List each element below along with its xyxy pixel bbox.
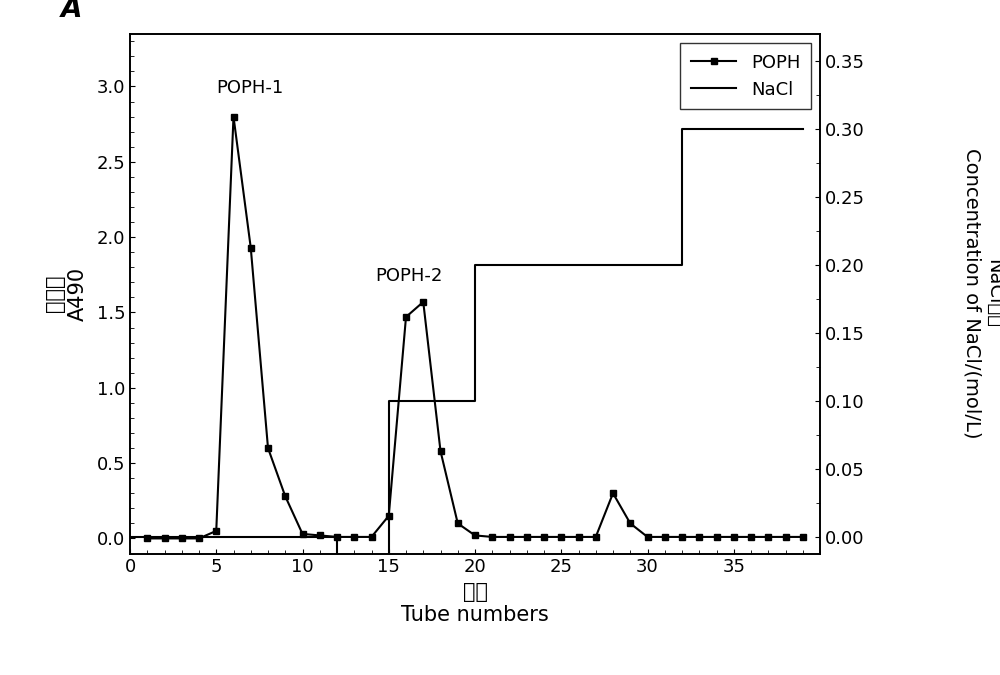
Y-axis label: 吸光值
A490: 吸光值 A490 — [45, 267, 88, 321]
POPH — [624, 519, 636, 527]
POPH — [348, 533, 360, 541]
POPH — [296, 530, 308, 538]
POPH — [141, 535, 153, 543]
POPH — [572, 533, 584, 541]
POPH — [659, 533, 671, 541]
Y-axis label: NaCl浓度
Concentration of NaCl/(mol/L): NaCl浓度 Concentration of NaCl/(mol/L) — [962, 148, 1000, 439]
POPH — [676, 533, 688, 541]
POPH — [262, 444, 274, 452]
Text: POPH-1: POPH-1 — [216, 79, 284, 97]
POPH — [607, 489, 619, 497]
NaCl — [383, 397, 395, 405]
POPH — [797, 533, 809, 541]
POPH — [314, 531, 326, 539]
POPH — [521, 533, 533, 541]
NaCl — [676, 261, 688, 269]
POPH — [434, 447, 446, 455]
POPH — [780, 533, 792, 541]
POPH — [366, 533, 378, 541]
POPH — [642, 533, 654, 541]
POPH — [228, 113, 240, 121]
Legend: POPH, NaCl: POPH, NaCl — [680, 43, 811, 109]
POPH — [555, 533, 567, 541]
NaCl — [469, 397, 481, 405]
POPH — [590, 533, 602, 541]
POPH — [452, 519, 464, 527]
POPH — [417, 298, 429, 306]
Line: NaCl: NaCl — [130, 129, 803, 605]
POPH — [400, 313, 412, 321]
POPH — [245, 244, 257, 252]
NaCl — [383, 601, 395, 610]
POPH — [193, 535, 205, 543]
POPH — [504, 533, 516, 541]
POPH — [383, 512, 395, 520]
NaCl — [504, 261, 516, 269]
POPH — [693, 533, 705, 541]
POPH — [486, 533, 498, 541]
NaCl — [469, 261, 481, 269]
POPH — [158, 535, 170, 543]
POPH — [538, 533, 550, 541]
POPH — [279, 492, 291, 500]
X-axis label: 管数
Tube numbers: 管数 Tube numbers — [401, 582, 549, 625]
POPH — [469, 531, 481, 539]
NaCl — [331, 533, 343, 541]
POPH — [728, 533, 740, 541]
NaCl — [504, 261, 516, 269]
NaCl — [124, 533, 136, 541]
POPH — [710, 533, 722, 541]
Text: POPH-2: POPH-2 — [375, 267, 442, 286]
NaCl — [331, 601, 343, 610]
POPH — [745, 533, 757, 541]
NaCl — [797, 125, 809, 133]
POPH — [331, 533, 343, 541]
POPH — [176, 535, 188, 543]
Text: A: A — [61, 0, 82, 24]
POPH — [210, 527, 222, 535]
NaCl — [676, 125, 688, 133]
Line: POPH: POPH — [144, 113, 806, 542]
POPH — [762, 533, 774, 541]
